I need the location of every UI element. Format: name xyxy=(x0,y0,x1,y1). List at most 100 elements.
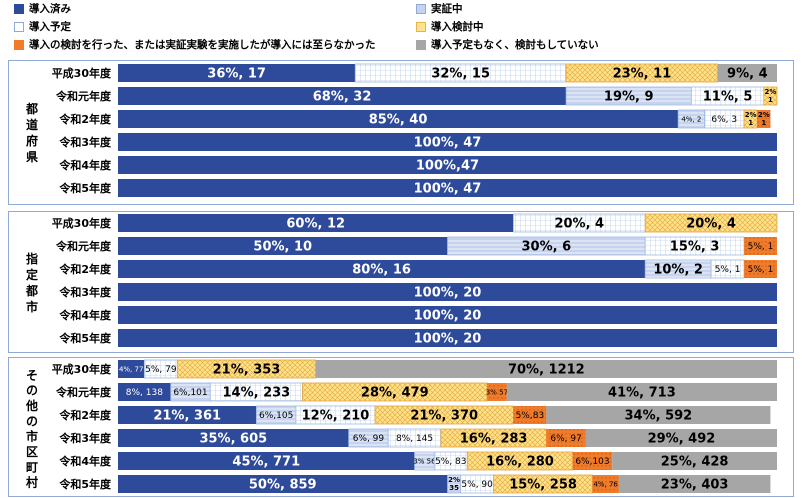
data-label: 5%, 79 xyxy=(145,365,177,375)
data-label: 25%, 428 xyxy=(661,455,729,470)
panel-designated-cities xyxy=(8,211,794,353)
category-label: 令和5年度 xyxy=(58,181,112,195)
data-label: 34%, 592 xyxy=(625,409,693,424)
data-label: 28%, 479 xyxy=(361,386,429,401)
data-label: 6%,103 xyxy=(575,457,609,467)
legend-label-considering: 導入検討中 xyxy=(431,21,484,33)
data-label: 2% 1 xyxy=(764,88,776,104)
category-label: 令和2年度 xyxy=(58,112,112,126)
bar-segment-not_adopted xyxy=(757,110,771,128)
data-label: 15%, 258 xyxy=(509,478,577,493)
legend-swatch-not-adopted xyxy=(14,40,24,50)
data-label: 6%, 97 xyxy=(550,434,581,444)
legend-swatch-planned xyxy=(14,22,24,32)
data-label: 3% 56 xyxy=(413,458,436,466)
bar-segment-implemented xyxy=(118,87,567,105)
data-label: 21%, 353 xyxy=(213,363,281,378)
data-label: 70%, 1212 xyxy=(508,363,585,378)
category-label: 令和5年度 xyxy=(58,477,112,491)
data-label: 23%, 403 xyxy=(661,478,729,493)
data-label: 2% 1 xyxy=(745,111,757,127)
bar-segment-implemented xyxy=(118,360,145,378)
category-label: 平成30年度 xyxy=(52,66,112,80)
data-label: 5%, 90 xyxy=(461,480,493,490)
data-label: 45%, 771 xyxy=(232,455,300,470)
legend-swatch-verifying xyxy=(416,4,426,14)
category-label: 平成30年度 xyxy=(52,362,112,376)
bar-segment-considering xyxy=(302,382,488,402)
bar-segment-implemented xyxy=(118,406,257,424)
data-label: 11%, 5 xyxy=(703,90,753,105)
category-label: 令和元年度 xyxy=(55,89,112,103)
legend-label-not-adopted: 導入の検討を行った、または実証実験を実施したが導入には至らなかった xyxy=(29,39,376,51)
data-label: 100%, 47 xyxy=(414,182,482,197)
data-label: 2% 1 xyxy=(758,111,770,127)
group-label: 指定都市 xyxy=(25,251,38,314)
category-label: 令和3年度 xyxy=(58,431,112,445)
bar-segment-implemented xyxy=(118,64,356,82)
data-label: 6%, 99 xyxy=(353,434,385,444)
bar-segment-considering xyxy=(644,213,778,233)
data-label: 6%, 3 xyxy=(711,115,737,125)
data-label: 4%, 76 xyxy=(593,481,618,489)
legend-swatch-considering xyxy=(416,22,426,32)
category-label: 令和元年度 xyxy=(55,385,112,399)
group-label: その他の市区町村 xyxy=(25,368,38,489)
bar-segment-implemented xyxy=(118,452,415,470)
data-label: 14%, 233 xyxy=(223,386,291,401)
data-label: 5%, 1 xyxy=(748,265,774,275)
data-label: 60%, 12 xyxy=(286,217,345,232)
data-label: 8%, 145 xyxy=(396,434,433,444)
bar-segment-none xyxy=(585,429,777,447)
data-label: 50%, 859 xyxy=(249,478,317,493)
bar-segment-none xyxy=(315,360,777,378)
bar-segment-implemented xyxy=(118,110,679,128)
data-label: 32%, 15 xyxy=(431,67,490,82)
bar-segment-none xyxy=(618,475,771,493)
panel-other-municipalities xyxy=(8,357,794,497)
data-label: 5%, 1 xyxy=(715,265,741,275)
data-label: 100%,47 xyxy=(416,159,479,174)
legend-swatch-implemented xyxy=(14,4,24,14)
data-label: 21%, 370 xyxy=(410,409,478,424)
data-label: 100%, 47 xyxy=(414,136,482,151)
legend-label-verifying: 実証中 xyxy=(431,3,463,15)
category-label: 令和4年度 xyxy=(58,454,112,468)
bar-segment-not_adopted xyxy=(487,383,507,401)
bar-segment-considering xyxy=(466,451,574,471)
category-label: 令和3年度 xyxy=(58,285,112,299)
data-label: 15%, 3 xyxy=(670,240,720,255)
category-label: 令和2年度 xyxy=(58,408,112,422)
data-label: 41%, 713 xyxy=(608,386,676,401)
bar-segment-implemented xyxy=(118,179,777,197)
data-label: 2% 35 xyxy=(448,476,460,492)
bar-segment-none xyxy=(546,406,771,424)
bar-segment-not_adopted xyxy=(744,260,777,278)
legend-swatch-none xyxy=(416,40,426,50)
bar-segment-considering xyxy=(763,86,778,106)
data-label: 8%, 138 xyxy=(126,388,163,398)
legend-label-planned: 導入予定 xyxy=(29,21,71,33)
category-label: 令和4年度 xyxy=(58,308,112,322)
data-label: 5%, 1 xyxy=(748,242,774,252)
data-label: 23%, 11 xyxy=(613,67,672,82)
bar-segment-none xyxy=(717,64,777,82)
data-label: 36%, 17 xyxy=(207,67,266,82)
panel-prefectures xyxy=(8,60,794,205)
data-label: 29%, 492 xyxy=(648,432,716,447)
legend: 導入済み 実証中 導入予定 導入検討中 導入の検討を行った、または実証実験を実施… xyxy=(0,0,804,58)
data-label: 6%,101 xyxy=(173,388,207,398)
bar-segment-implemented xyxy=(118,306,777,324)
bar-segment-implemented xyxy=(118,156,777,174)
data-label: 5%, 83 xyxy=(435,457,466,467)
bar-segment-not_adopted xyxy=(744,237,777,255)
bar-segment-implemented xyxy=(118,429,349,447)
category-label: 令和2年度 xyxy=(58,262,112,276)
bar-segment-implemented xyxy=(118,237,448,255)
bar-segment-not_adopted xyxy=(572,452,613,470)
data-label: 10%, 2 xyxy=(653,263,703,278)
data-label: 9%, 4 xyxy=(727,67,768,82)
category-label: 令和5年度 xyxy=(58,331,112,345)
bar-segment-not_adopted xyxy=(592,475,619,493)
